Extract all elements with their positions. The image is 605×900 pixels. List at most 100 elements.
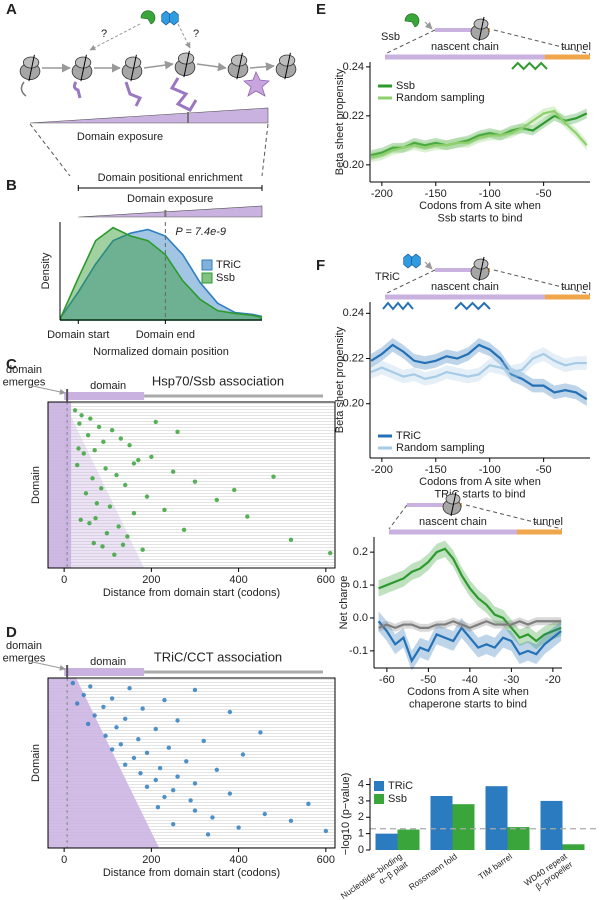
point <box>104 530 110 536</box>
point <box>103 733 108 738</box>
legend-label: TRiC <box>396 430 421 442</box>
x-tick-label: 200 <box>142 574 160 586</box>
x-tick-label: 400 <box>229 854 247 866</box>
point <box>131 755 137 761</box>
point <box>288 537 294 542</box>
error-band <box>378 540 562 650</box>
chaperone-icon <box>140 10 156 25</box>
point <box>245 514 250 519</box>
nascent-chain <box>20 81 27 97</box>
panel-label: B <box>6 177 17 194</box>
x-tick-label: Nucleotide−bindingα−β plait <box>339 851 410 900</box>
question-mark: ? <box>193 28 199 40</box>
error-band <box>371 338 587 406</box>
point <box>93 516 98 521</box>
ribosome <box>278 54 296 67</box>
p-value: P = 7.4e-9 <box>175 226 226 238</box>
line <box>378 620 562 630</box>
y-axis-label: Density <box>40 252 52 289</box>
beta-strand <box>454 301 491 311</box>
tunnel-bar <box>517 529 562 535</box>
tunnel-bar <box>545 294 590 300</box>
point <box>166 745 172 750</box>
point <box>123 762 128 767</box>
point <box>144 750 150 755</box>
line <box>377 620 562 664</box>
point <box>155 805 161 810</box>
point <box>81 451 86 456</box>
ribosome <box>445 493 461 505</box>
point <box>262 811 267 817</box>
point <box>83 491 89 496</box>
point <box>258 730 263 735</box>
error-band <box>378 611 562 671</box>
nascent-chain-bar <box>385 294 545 300</box>
point <box>170 822 176 827</box>
y-tick-label: 0.20 <box>343 398 364 410</box>
error-band <box>371 347 587 386</box>
point <box>210 815 215 820</box>
icon-chain <box>435 28 475 32</box>
point <box>153 419 158 425</box>
x-tick-label: 200 <box>142 854 160 866</box>
emerges-label: domain emerges <box>3 640 46 665</box>
legend-swatch <box>201 272 213 284</box>
line <box>370 352 587 381</box>
ribosome <box>75 56 92 69</box>
x-tick-label: 400 <box>229 574 247 586</box>
panel-label: F <box>316 257 325 274</box>
point <box>181 527 187 533</box>
tunnel-label: tunnel <box>561 41 591 53</box>
point <box>205 832 211 837</box>
point <box>92 447 97 453</box>
zoom-line <box>261 123 269 177</box>
x-tick-label: -200 <box>371 464 393 476</box>
point <box>99 486 104 491</box>
query-arrow <box>89 23 141 51</box>
bind-arrow <box>424 21 433 30</box>
x-tick-label: 600 <box>317 574 335 586</box>
point <box>175 429 180 435</box>
x-tick-label: WD40 repeatβ−propeller <box>522 851 575 896</box>
point <box>162 507 167 513</box>
zoom-line <box>29 123 71 177</box>
tunnel-bar <box>545 54 590 60</box>
point <box>75 462 80 468</box>
x-tick-label: -150 <box>425 464 447 476</box>
bar <box>507 827 530 850</box>
chart-title: Hsp70/Ssb association <box>152 373 284 388</box>
x-tick-label: -150 <box>425 188 447 200</box>
point <box>140 547 145 552</box>
point <box>118 742 124 747</box>
ribosome-axis <box>478 16 485 42</box>
x-tick-label: -50 <box>536 188 552 200</box>
plot-frame <box>47 677 336 849</box>
point <box>192 808 198 813</box>
domain-label: domain <box>90 656 126 668</box>
zoom-line <box>493 269 591 295</box>
chaperone-icon <box>403 253 413 269</box>
point <box>118 436 124 441</box>
x-axis-label: Normalized domain position <box>93 346 229 358</box>
x-axis-label: Codons from A site when chaperone starts … <box>407 686 529 711</box>
x-tick-label: Rossmann fold <box>407 851 459 892</box>
annotation: Domain positional enrichment <box>98 172 243 184</box>
point <box>85 721 91 727</box>
legend-label: Ssb <box>388 793 407 805</box>
bar <box>485 786 508 850</box>
chaperone-label: Ssb <box>381 31 400 43</box>
x-tick-label: -40 <box>462 674 478 686</box>
point <box>88 684 93 689</box>
panel-label: D <box>6 624 17 641</box>
point <box>144 784 150 789</box>
legend-label: Ssb <box>216 272 235 284</box>
x-axis-label: Codons from A site when Ssb starts to bin… <box>419 200 541 225</box>
density-area <box>60 228 262 321</box>
exposure-label: Domain exposure <box>77 131 163 143</box>
point <box>88 416 93 421</box>
x-tick-label: -60 <box>379 674 395 686</box>
zoom-line <box>493 29 591 55</box>
point <box>125 534 130 539</box>
point <box>232 487 237 493</box>
